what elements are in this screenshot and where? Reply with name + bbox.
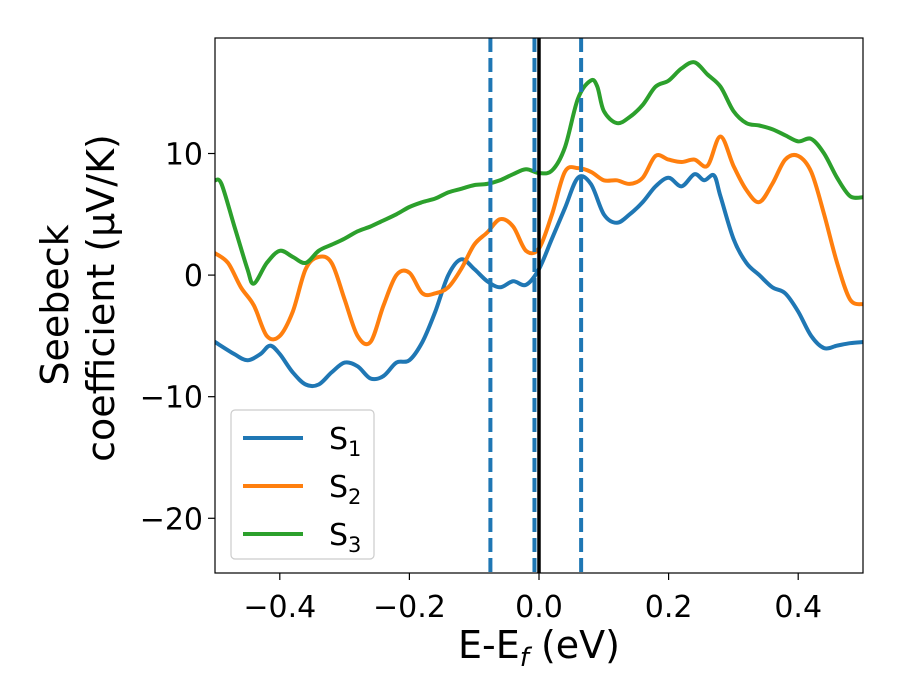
x-tick-label: −0.4 (243, 590, 316, 625)
y-tick-label: −20 (140, 502, 203, 537)
x-tick-label: 0.2 (645, 590, 693, 625)
y-axis-label-line2: coefficient (μV/K) (79, 134, 123, 462)
legend-label-s3: S3 (329, 518, 361, 557)
series-line-s1 (215, 172, 863, 389)
x-tick-label: 0.4 (774, 590, 822, 625)
legend-label-s1: S1 (329, 422, 361, 461)
legend: S1 S2 S3 (230, 409, 375, 560)
y-tick-label: −10 (140, 381, 203, 416)
y-tick-label: 0 (184, 259, 203, 294)
x-axis-label: E-Ef (eV) (458, 623, 620, 673)
x-tick-label: −0.2 (373, 590, 446, 625)
y-tick-label: 10 (165, 138, 203, 173)
y-axis-label-line1: Seebeck (33, 224, 77, 385)
legend-label-s2: S2 (329, 470, 361, 509)
x-tick-label: 0.0 (515, 590, 563, 625)
